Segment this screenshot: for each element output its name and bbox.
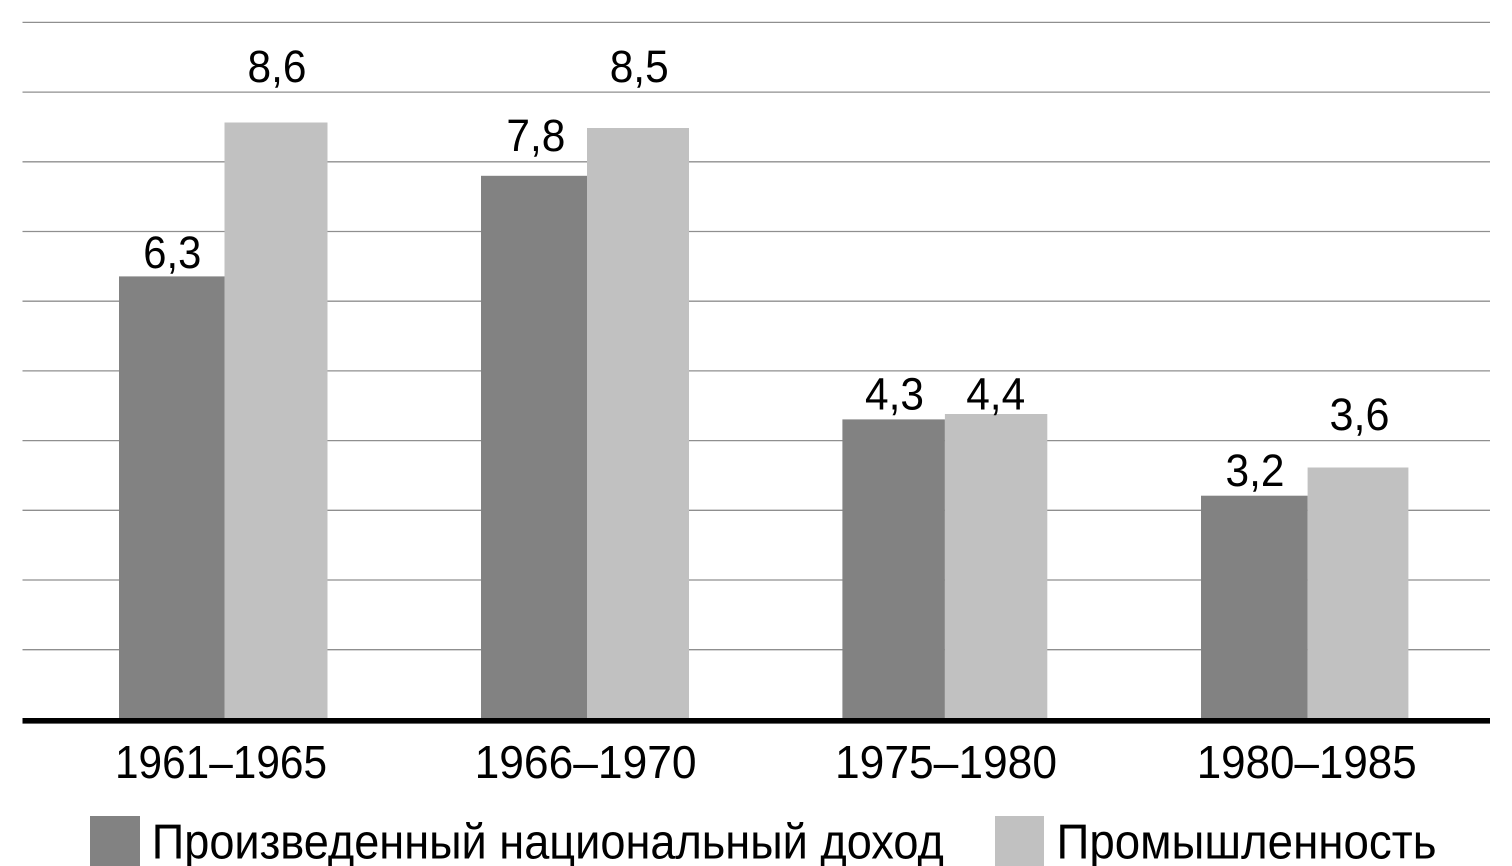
svg-text:4,3: 4,3	[865, 368, 924, 419]
svg-text:3,2: 3,2	[1226, 445, 1285, 496]
svg-text:8,6: 8,6	[248, 41, 307, 92]
svg-text:7,8: 7,8	[506, 110, 565, 161]
svg-text:1975–1980: 1975–1980	[835, 736, 1057, 788]
svg-text:8,5: 8,5	[610, 41, 669, 92]
svg-text:1966–1970: 1966–1970	[475, 736, 697, 788]
svg-text:Произведенный национальный дох: Произведенный национальный доход	[152, 814, 944, 866]
svg-text:1980–1985: 1980–1985	[1197, 736, 1417, 788]
svg-text:1961–1965: 1961–1965	[115, 736, 327, 788]
svg-text:Промышленность: Промышленность	[1057, 814, 1437, 866]
svg-text:6,3: 6,3	[143, 227, 201, 278]
svg-text:3,6: 3,6	[1330, 389, 1390, 440]
svg-text:4,4: 4,4	[966, 368, 1025, 419]
